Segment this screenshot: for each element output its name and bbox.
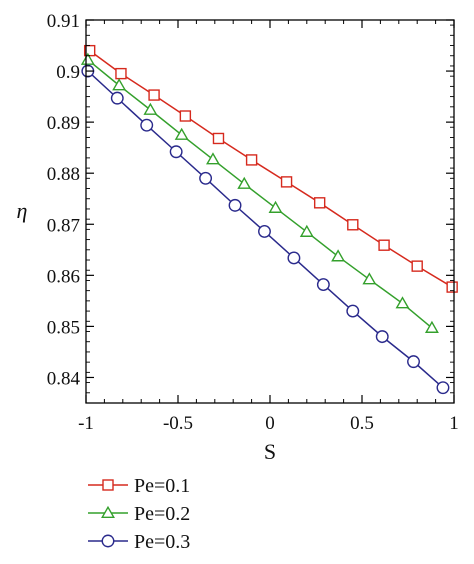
- legend-marker: [101, 505, 115, 519]
- legend-label: Pe=0.2: [134, 503, 190, 525]
- legend-item-pe-0-3: Pe=0.3: [88, 531, 190, 553]
- data-point-pe-0-2: [362, 272, 377, 285]
- data-point-pe-0-1: [313, 197, 326, 209]
- axes: -1 -0.5 0 0.5 1 0.84 0.85 0.86 0.87 0.88 0.89 0.9 0.…: [47, 11, 459, 434]
- data-point-pe-0-2: [268, 200, 283, 213]
- data-point-pe-0-2: [331, 249, 346, 262]
- data-point-pe-0-2: [237, 176, 252, 189]
- data-point-pe-0-3: [407, 355, 420, 369]
- legend-label: Pe=0.1: [134, 475, 190, 497]
- y-tick-label: 0.91: [47, 11, 80, 32]
- data-point-pe-0-1: [115, 67, 127, 80]
- plot-area: [80, 44, 458, 395]
- x-tick-label: -0.5: [163, 413, 193, 434]
- x-tick-label: 0: [265, 413, 275, 434]
- data-point-pe-0-3: [258, 224, 271, 238]
- data-point-pe-0-2: [395, 296, 410, 309]
- x-tick-label: 1: [449, 413, 459, 434]
- series-line-pe-0-2: [87, 59, 433, 329]
- data-point-pe-0-1: [148, 89, 160, 101]
- legend: Pe=0.1 Pe=0.2 Pe=0.3: [88, 475, 190, 553]
- legend-marker: [101, 534, 115, 548]
- y-tick-label: 0.89: [47, 113, 80, 134]
- data-point-pe-0-2: [112, 78, 127, 91]
- data-point-pe-0-3: [316, 278, 330, 291]
- series-pe-0-1: [83, 44, 458, 293]
- data-point-pe-0-1: [280, 176, 293, 188]
- data-point-pe-0-1: [179, 110, 192, 122]
- data-point-pe-0-2: [143, 102, 158, 115]
- data-point-pe-0-3: [110, 91, 124, 105]
- data-point-pe-0-2: [299, 224, 314, 237]
- series-pe-0-2: [80, 52, 439, 333]
- y-axis-title: η: [17, 198, 28, 223]
- data-point-pe-0-1: [378, 239, 390, 251]
- x-axis-title: S: [264, 439, 276, 464]
- data-point-pe-0-3: [346, 304, 360, 318]
- legend-label: Pe=0.3: [134, 531, 190, 553]
- data-point-pe-0-3: [140, 118, 154, 132]
- data-point-pe-0-1: [347, 219, 359, 231]
- legend-item-pe-0-1: Pe=0.1: [88, 475, 190, 497]
- y-tick-label: 0.86: [47, 266, 80, 287]
- y-tick-label: 0.9: [56, 62, 80, 83]
- data-point-pe-0-1: [212, 132, 225, 145]
- x-tick-label: 0.5: [350, 413, 374, 434]
- data-point-pe-0-3: [375, 330, 389, 344]
- data-point-pe-0-2: [206, 152, 220, 165]
- data-point-pe-0-3: [228, 198, 242, 212]
- data-point-pe-0-1: [245, 154, 258, 166]
- legend-marker: [102, 479, 114, 491]
- data-point-pe-0-3: [436, 381, 450, 395]
- series-pe-0-3: [81, 64, 450, 395]
- data-point-pe-0-1: [446, 281, 458, 293]
- y-tick-label: 0.85: [47, 317, 80, 338]
- y-tick-label: 0.88: [47, 164, 80, 185]
- data-point-pe-0-2: [80, 52, 95, 65]
- legend-item-pe-0-2: Pe=0.2: [88, 503, 190, 525]
- data-point-pe-0-2: [174, 127, 189, 140]
- data-point-pe-0-3: [169, 145, 183, 159]
- data-point-pe-0-1: [411, 260, 423, 272]
- data-point-pe-0-2: [424, 320, 439, 333]
- series-line-pe-0-1: [89, 50, 453, 288]
- x-tick-label: -1: [78, 413, 94, 434]
- y-tick-label: 0.84: [47, 368, 81, 389]
- y-tick-label: 0.87: [47, 215, 80, 236]
- data-point-pe-0-3: [287, 251, 301, 265]
- data-point-pe-0-3: [199, 171, 213, 185]
